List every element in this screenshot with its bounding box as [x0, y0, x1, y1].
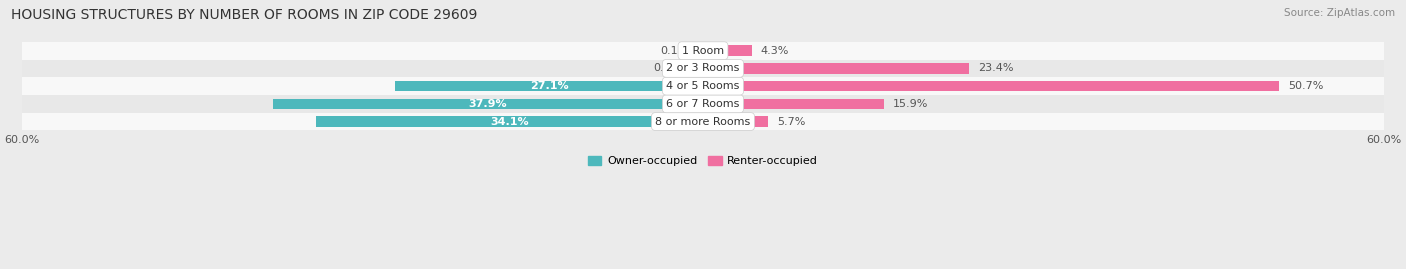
Legend: Owner-occupied, Renter-occupied: Owner-occupied, Renter-occupied [583, 151, 823, 171]
Text: 8 or more Rooms: 8 or more Rooms [655, 116, 751, 126]
Text: HOUSING STRUCTURES BY NUMBER OF ROOMS IN ZIP CODE 29609: HOUSING STRUCTURES BY NUMBER OF ROOMS IN… [11, 8, 478, 22]
Text: 5.7%: 5.7% [776, 116, 806, 126]
Text: 6 or 7 Rooms: 6 or 7 Rooms [666, 99, 740, 109]
Bar [273, 98, 703, 109]
Bar [21, 77, 1385, 95]
Bar [703, 81, 1278, 91]
Bar [21, 95, 1385, 113]
Text: 2 or 3 Rooms: 2 or 3 Rooms [666, 63, 740, 73]
Bar [703, 63, 969, 74]
Bar [316, 116, 703, 127]
Text: 27.1%: 27.1% [530, 81, 568, 91]
Text: 37.9%: 37.9% [468, 99, 508, 109]
Bar [21, 59, 1385, 77]
Bar [21, 113, 1385, 130]
Bar [702, 45, 703, 56]
Text: 1 Room: 1 Room [682, 46, 724, 56]
Text: 4 or 5 Rooms: 4 or 5 Rooms [666, 81, 740, 91]
Text: 50.7%: 50.7% [1288, 81, 1323, 91]
Text: 23.4%: 23.4% [977, 63, 1014, 73]
Text: 34.1%: 34.1% [491, 116, 529, 126]
Bar [703, 98, 883, 109]
Bar [703, 45, 752, 56]
Text: 0.79%: 0.79% [652, 63, 689, 73]
Bar [395, 81, 703, 91]
Text: Source: ZipAtlas.com: Source: ZipAtlas.com [1284, 8, 1395, 18]
Text: 15.9%: 15.9% [893, 99, 928, 109]
Bar [695, 63, 703, 74]
Text: 0.15%: 0.15% [661, 46, 696, 56]
Text: 4.3%: 4.3% [761, 46, 789, 56]
Bar [21, 42, 1385, 59]
Bar [703, 116, 768, 127]
